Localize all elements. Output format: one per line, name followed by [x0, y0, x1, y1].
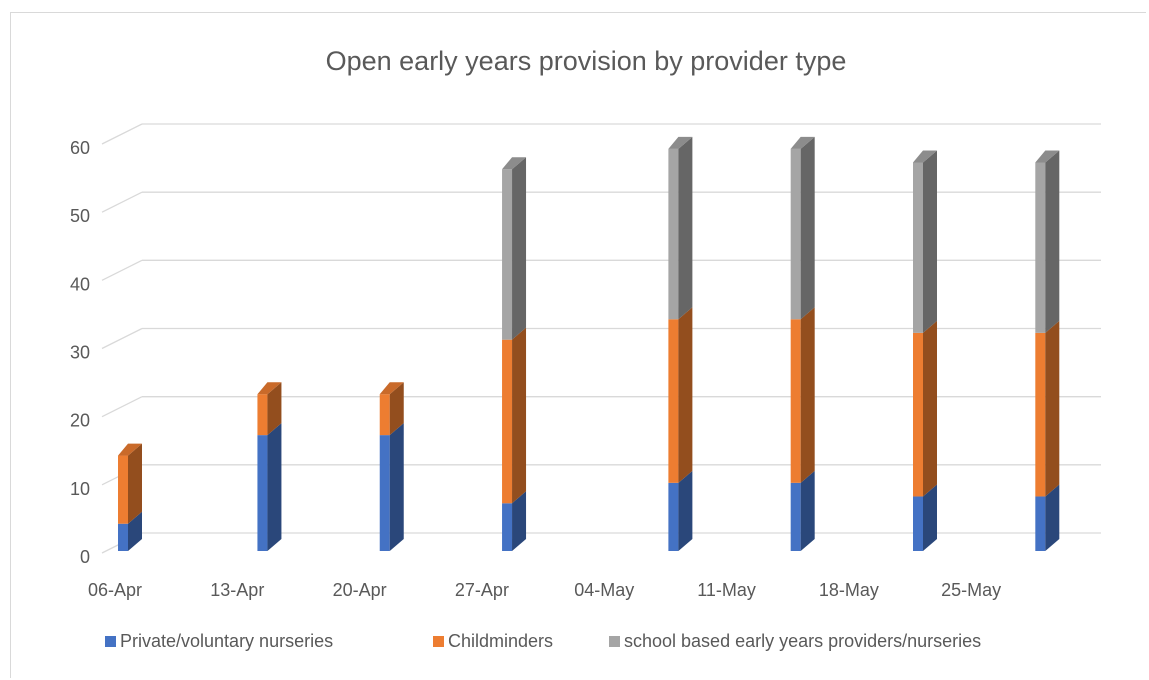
chart-title: Open early years provision by provider t… [326, 46, 847, 76]
bar-stack [118, 443, 142, 551]
y-tick-label: 40 [70, 274, 90, 294]
x-tick-label: 27-Apr [455, 580, 509, 600]
legend-swatch [609, 636, 620, 647]
x-tick-label: 06-Apr [88, 580, 142, 600]
bar-stack [913, 150, 937, 551]
bar-segment [1035, 320, 1060, 497]
y-tick-label: 30 [70, 343, 90, 363]
bar-segment [913, 484, 937, 551]
legend-label: Private/voluntary nurseries [120, 631, 333, 651]
bar-segment [379, 382, 404, 436]
bar-segment [257, 382, 282, 436]
bar-stack [1035, 150, 1060, 551]
grid-line [101, 123, 1101, 145]
legend-item: Childminders [433, 631, 553, 651]
y-axis-ticks: 0 10 20 30 40 50 60 [70, 138, 90, 567]
bar-segment [913, 150, 937, 333]
legend-label: Childminders [448, 631, 553, 651]
x-tick-label: 04-May [574, 580, 634, 600]
bar-stack [379, 382, 404, 551]
bar-segment [118, 511, 142, 551]
bar-segment [1035, 150, 1060, 333]
bar-top [790, 136, 815, 149]
y-tick-label: 0 [80, 547, 90, 567]
bar-segment [257, 423, 282, 551]
legend-swatch [433, 636, 444, 647]
grid-line [101, 327, 1101, 350]
legend: Private/voluntary nurseries Childminders s… [105, 631, 981, 651]
grid-line [101, 191, 1101, 213]
x-tick-label: 18-May [819, 580, 879, 600]
bar-top [379, 382, 404, 395]
y-tick-label: 10 [70, 479, 90, 499]
legend-label: school based early years providers/nurse… [624, 631, 981, 651]
bar-segment [790, 470, 815, 551]
legend-item: school based early years providers/nurse… [609, 631, 981, 651]
bar-top [502, 157, 527, 170]
bar-segment [379, 423, 404, 551]
bar-top [1035, 150, 1060, 163]
bar-segment [790, 136, 815, 320]
x-tick-label: 11-May [697, 580, 756, 600]
bar-layer [118, 136, 1060, 551]
bar-stack [257, 382, 282, 551]
x-tick-label: 20-Apr [333, 580, 387, 600]
x-axis-ticks: 06-Apr 13-Apr 20-Apr 27-Apr 04-May 11-May 18-M… [88, 580, 1001, 600]
bar-segment [502, 157, 527, 340]
legend-swatch [105, 636, 116, 647]
bar-segment [668, 307, 693, 483]
grid-line [101, 396, 1101, 418]
bar-segment [668, 470, 693, 551]
bar-segment [118, 443, 142, 524]
bar-top [913, 150, 937, 163]
y-tick-label: 50 [70, 206, 90, 226]
bar-stack [790, 136, 815, 551]
bar-stack [668, 136, 693, 551]
x-tick-label: 25-May [941, 580, 1001, 600]
bar-segment [790, 307, 815, 483]
grid-line [101, 532, 1101, 554]
grid-lines [101, 123, 1101, 554]
legend-item: Private/voluntary nurseries [105, 631, 333, 651]
y-tick-label: 60 [70, 138, 90, 158]
y-tick-label: 20 [70, 411, 90, 431]
bar-segment [913, 320, 937, 497]
bar-top [257, 382, 282, 395]
chart-frame [10, 12, 1146, 678]
grid-line [101, 464, 1101, 486]
bar-top [118, 443, 142, 456]
bar-stack [502, 157, 527, 551]
bar-segment [1035, 484, 1060, 551]
bar-segment [668, 136, 693, 320]
bar-top [668, 136, 693, 149]
bar-segment [502, 327, 527, 504]
x-tick-label: 13-Apr [210, 580, 264, 600]
bar-segment [502, 491, 527, 551]
grid-line [101, 259, 1101, 281]
